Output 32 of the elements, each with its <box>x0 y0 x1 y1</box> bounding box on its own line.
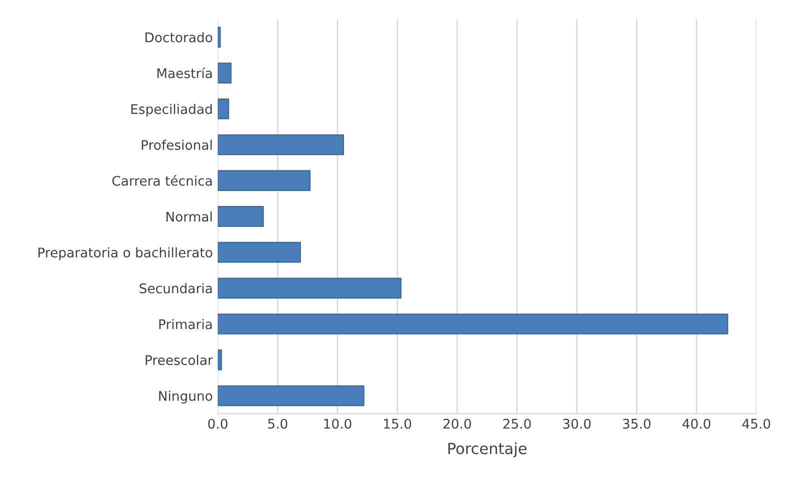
y-tick-label: Doctorado <box>146 32 212 42</box>
x-tick-label: 20.0 <box>443 418 471 429</box>
x-tick-label: 10.0 <box>324 418 352 429</box>
bar <box>218 206 264 227</box>
x-tick-label: 25.0 <box>503 418 531 429</box>
y-tick-label: Normal <box>166 211 212 222</box>
y-tick-label: Profesional <box>142 140 212 150</box>
x-tick-label: 15.0 <box>384 418 412 429</box>
x-tick-label: 45.0 <box>742 418 770 429</box>
y-tick-label: Preparatoria o bachillerato <box>38 247 212 260</box>
bar <box>218 385 364 406</box>
x-tick-label: 0.0 <box>208 418 228 429</box>
y-tick-label: Carrera técnica <box>112 175 212 186</box>
y-tick-label: Ninguno <box>159 390 212 404</box>
bar <box>218 98 230 120</box>
y-tick-label: Preescolar <box>146 354 213 366</box>
bar <box>218 62 232 84</box>
bar <box>218 242 301 263</box>
bar <box>218 134 344 156</box>
bar <box>218 170 311 192</box>
x-tick-label: 30.0 <box>563 418 591 429</box>
y-tick-label: Maestría <box>157 67 212 78</box>
bar <box>218 349 222 370</box>
x-axis-title: Porcentaje <box>448 442 526 458</box>
y-tick-label: Primaria <box>159 319 212 330</box>
bar <box>218 278 402 299</box>
x-tick-label: 5.0 <box>268 418 288 429</box>
y-tick-label: Especiliadad <box>131 104 212 117</box>
x-tick-label: 40.0 <box>682 418 710 429</box>
x-tick-label: 35.0 <box>622 418 650 429</box>
y-tick-label: Secundaria <box>140 283 212 294</box>
bar <box>218 314 728 334</box>
